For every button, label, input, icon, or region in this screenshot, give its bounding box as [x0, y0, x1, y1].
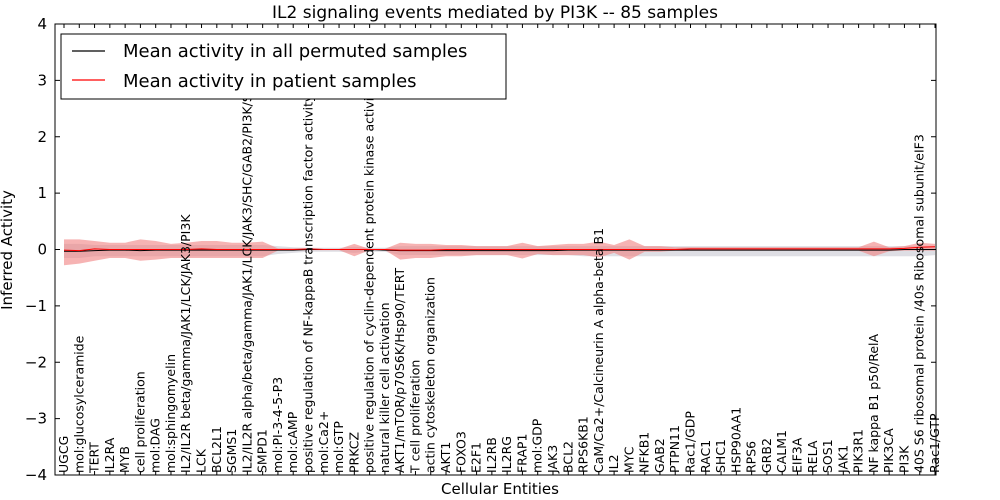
x-tick-label: positive regulation of NF-kappaB transcr…: [301, 94, 316, 473]
x-tick-label: mol:glucosylceramide: [71, 335, 86, 473]
permuted-mean-line: [64, 249, 935, 252]
x-tick-label: SHC1: [713, 439, 728, 473]
x-tick-label: mol:sphingomyelin: [163, 354, 178, 473]
x-tick-label: IL2RA: [102, 437, 117, 473]
x-tick-label: NFKB1: [637, 432, 652, 473]
legend: Mean activity in all permuted samples Me…: [60, 33, 507, 100]
y-axis: 4 3 2 1 0 −1 −2 −3 −4: [25, 15, 936, 484]
series-lines: [63, 246, 936, 252]
x-tick-label: FRAP1: [514, 434, 529, 473]
x-tick-label: RAC1: [698, 440, 713, 473]
x-tick-label: IL2RG: [499, 436, 514, 473]
x-tick-label: BCL2: [560, 441, 575, 473]
x-tick-label: UGCG: [56, 436, 71, 473]
x-tick-label: RELA: [805, 440, 820, 473]
x-tick-label: mol:DAG: [148, 418, 163, 473]
x-tick-label: AKT1/mTOR/p70S6K/Hsp90/TERT: [392, 267, 407, 473]
x-tick-label: Rac1/GTP: [927, 413, 942, 473]
category-labels: UGCG mol:glucosylceramide TERT IL2RA MYB cell…: [56, 68, 942, 474]
x-tick-label: PIK3CA: [881, 428, 896, 473]
x-tick-label: HSP90AA1: [728, 407, 743, 473]
x-tick-label: TERT: [87, 442, 102, 474]
x-tick-label: IL2/IL2R alpha/beta/gamma/JAK1/LCK/JAK3/…: [239, 68, 254, 473]
x-tick-label: T cell proliferation: [408, 360, 423, 474]
x-tick-label: actin cytoskeleton organization: [423, 277, 438, 473]
x-tick-label: EIF3A: [790, 437, 805, 473]
x-tick-label: JAK1: [835, 445, 850, 474]
x-tick-label: AKT1: [438, 442, 453, 473]
y-tick-label: −2: [25, 353, 47, 371]
x-tick-label: CaM/Ca2+/Calcineurin A alpha-beta B1: [591, 228, 606, 473]
y-tick-label: −1: [25, 297, 47, 315]
x-tick-label: LCK: [194, 448, 209, 473]
patient-mean-line: [63, 246, 936, 252]
x-tick-label: IL2: [606, 454, 621, 473]
x-tick-label: IL2/IL2R beta/gamma/JAK1/LCK/JAK3/PI3K: [178, 214, 193, 473]
y-tick-label: 1: [37, 184, 47, 202]
x-tick-label: mol:GDP: [530, 418, 545, 473]
x-tick-label: MYC: [621, 446, 636, 473]
x-tick-label: SGMS1: [224, 429, 239, 473]
x-tick-label: natural killer cell activation: [377, 302, 392, 473]
x-tick-label: Rac1/GDP: [683, 411, 698, 473]
x-tick-label: mol:Ca2+: [316, 411, 331, 473]
x-tick-label: mol:PI-3-4-5-P3: [270, 377, 285, 473]
activity-bands: [64, 239, 935, 266]
x-tick-label: SOS1: [820, 439, 835, 473]
x-tick-label: SMPD1: [255, 429, 270, 473]
x-tick-label: GAB2: [652, 438, 667, 473]
chart-title: IL2 signaling events mediated by PI3K --…: [272, 3, 718, 23]
y-tick-label: 3: [37, 71, 47, 89]
x-tick-label: PI3K: [896, 445, 911, 473]
y-tick-label: 2: [37, 128, 47, 146]
legend-label-patient: Mean activity in patient samples: [123, 71, 417, 92]
x-tick-label: CALM1: [774, 430, 789, 473]
legend-label-permuted: Mean activity in all permuted samples: [123, 41, 467, 62]
y-tick-label: 4: [37, 15, 47, 33]
x-tick-label: PIK3R1: [851, 429, 866, 473]
patient-variance-band: [64, 239, 935, 266]
x-tick-label: 40S S6 ribosomal protein /40s Ribosomal …: [912, 134, 927, 473]
x-tick-label: mol:cAMP: [285, 411, 300, 473]
x-tick-label: cell proliferation: [132, 371, 147, 473]
x-tick-label: FOXO3: [453, 431, 468, 473]
x-tick-label: IL2RB: [484, 437, 499, 473]
x-tick-label: PTPN11: [667, 425, 682, 473]
x-tick-label: RPS6: [744, 441, 759, 473]
x-tick-label: E2F1: [469, 442, 484, 473]
x-tick-label: positive regulation of cyclin-dependent …: [362, 85, 377, 473]
y-tick-label: 0: [37, 241, 47, 259]
x-tick-label: RPS6KB1: [576, 416, 591, 473]
y-tick-label: −3: [25, 410, 47, 428]
x-tick-label: PRKCZ: [346, 432, 361, 473]
x-tick-label: GRB2: [759, 438, 774, 473]
x-axis-label: Cellular Entities: [441, 480, 559, 498]
x-tick-label: MYB: [117, 446, 132, 473]
x-tick-label: JAK3: [545, 445, 560, 474]
y-tick-label: −4: [25, 466, 47, 484]
x-tick-label: BCL2L1: [209, 426, 224, 473]
x-tick-label: NF kappa B1 p50/RelA: [866, 333, 881, 473]
legend-box: [60, 33, 507, 100]
y-axis-label: Inferred Activity: [0, 190, 16, 310]
x-tick-label: mol:GTP: [331, 421, 346, 473]
